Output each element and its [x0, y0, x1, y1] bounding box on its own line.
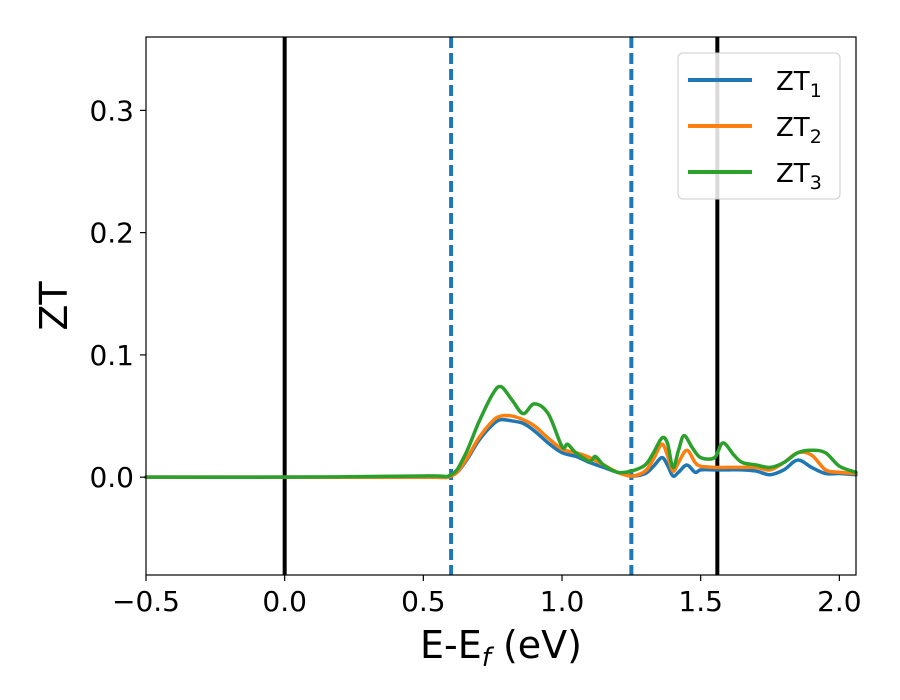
- x-axis-label-unit: (eV): [491, 623, 582, 667]
- legend-items: ZT1 ZT2 ZT3: [688, 67, 822, 194]
- series-group: [144, 384, 858, 480]
- legend: ZT1 ZT2 ZT3: [677, 52, 841, 200]
- x-ticks-group: −0.5 0.0 0.5 1.0 1.5 2.0: [112, 575, 862, 618]
- y-axis-label: ZT: [32, 281, 76, 331]
- vlines-group: [282, 37, 720, 575]
- x-tick-label: −0.5: [112, 585, 180, 618]
- series-line-3: [144, 384, 858, 480]
- y-tick-label: 0.2: [89, 217, 134, 250]
- legend-box: [677, 52, 841, 200]
- x-tick-label: 0.5: [401, 585, 446, 618]
- x-axis-label-main: E-E: [420, 623, 482, 667]
- series-line-2: [144, 413, 858, 480]
- y-tick-label: 0.0: [89, 461, 134, 494]
- x-tick-label: 2.0: [817, 585, 862, 618]
- y-ticks-group: 0.0 0.1 0.2 0.3: [89, 94, 146, 494]
- legend-label-2: ZT2: [776, 113, 822, 148]
- legend-label-1: ZT1: [776, 67, 822, 102]
- x-axis-label: E-Ef (eV): [420, 623, 582, 673]
- x-tick-label: 0.0: [262, 585, 307, 618]
- x-tick-label: 1.0: [540, 585, 585, 618]
- plot-frame: [145, 36, 857, 576]
- y-tick-label: 0.3: [89, 94, 134, 127]
- x-tick-label: 1.5: [678, 585, 723, 618]
- legend-label-3: ZT3: [776, 159, 822, 194]
- series-line-1: [144, 417, 858, 480]
- y-tick-label: 0.1: [89, 339, 134, 372]
